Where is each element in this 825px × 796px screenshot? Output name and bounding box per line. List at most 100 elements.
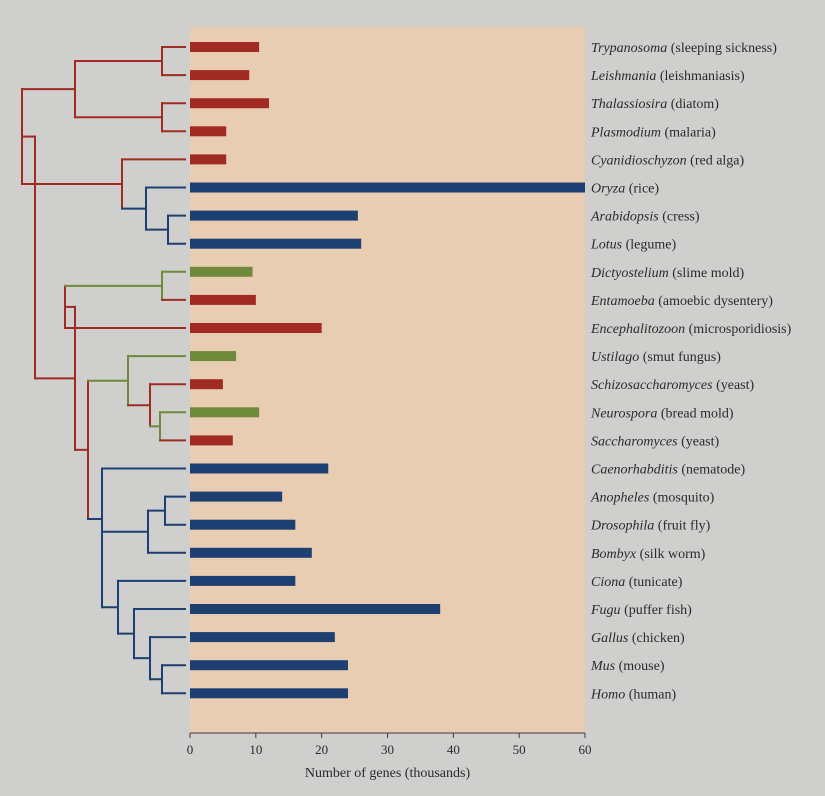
common-name: (tunicate) [625,575,682,590]
genus-name: Fugu [590,603,621,618]
x-tick-label: 60 [579,742,592,757]
genus-name: Entamoeba [590,294,655,309]
bar-neurospora [190,407,260,418]
genus-name: Plasmodium [590,125,661,140]
bar-saccharomyces [190,435,233,446]
x-tick-label: 40 [447,742,460,757]
common-name: (nematode) [678,463,746,478]
bar-encephalitozoon [190,323,322,333]
genus-name: Homo [590,687,625,702]
bar-lotus [190,238,362,249]
common-name: (leishmaniasis) [656,69,745,84]
label-caenorhabditis: Caenorhabditis (nematode) [591,463,745,478]
genus-name: Cyanidioschyzon [591,153,687,168]
common-name: (human) [625,687,676,702]
bar-ciona [190,575,296,586]
common-name: (puffer fish) [621,603,693,618]
label-fugu: Fugu (puffer fish) [590,603,692,618]
x-tick-label: 0 [187,742,194,757]
x-axis: 0 10 20 30 40 50 60 [187,732,592,757]
label-saccharomyces: Saccharomyces (yeast) [591,434,719,449]
genus-name: Mus [590,659,616,674]
common-name: (yeast) [713,378,755,393]
label-thalassiosira: Thalassiosira (diatom) [591,97,719,112]
common-name: (red alga) [687,153,745,168]
bar-oryza [190,182,585,193]
genus-name: Saccharomyces [591,434,678,449]
genus-name: Caenorhabditis [591,463,678,478]
genus-name: Gallus [591,631,629,646]
bar-schizosaccharomyces [190,379,223,390]
common-name: (slime mold) [669,266,745,281]
bar-bombyx [190,547,312,558]
bar-caenorhabditis [190,463,329,474]
organism-labels: Trypanosoma (sleeping sickness) Leishmani… [590,41,792,702]
label-gallus: Gallus (chicken) [591,631,685,646]
label-encephalitozoon: Encephalitozoon (microsporidiosis) [590,322,792,337]
x-tick-label: 50 [513,742,526,757]
common-name: (microsporidiosis) [685,322,791,337]
phylogenetic-tree [21,46,186,695]
common-name: (legume) [622,238,676,253]
bar-trypanosoma [190,42,260,52]
common-name: (malaria) [661,125,716,140]
label-homo: Homo (human) [590,687,677,702]
common-name: (mouse) [615,659,665,674]
label-ustilago: Ustilago (smut fungus) [591,350,721,365]
x-tick-label: 10 [249,742,262,757]
genus-name: Dictyostelium [590,266,669,281]
bar-anopheles [190,491,283,502]
plot-panel [190,27,585,733]
label-lotus: Lotus (legume) [590,238,676,253]
genus-name: Encephalitozoon [590,322,685,337]
genus-name: Lotus [590,238,623,253]
label-mus: Mus (mouse) [590,659,665,674]
genus-name: Trypanosoma [591,41,667,56]
common-name: (mosquito) [649,491,714,506]
genus-name: Oryza [591,182,625,197]
genus-name: Thalassiosira [591,97,667,112]
bar-gallus [190,632,335,643]
bar-plasmodium [190,126,227,137]
genus-name: Leishmania [590,69,656,84]
genus-name: Neurospora [590,406,657,421]
common-name: (silk worm) [636,547,706,562]
label-cyanidioschyzon: Cyanidioschyzon (red alga) [591,153,745,168]
common-name: (amoebic dysentery) [655,294,774,309]
label-bombyx: Bombyx (silk worm) [591,547,706,562]
bar-arabidopsis [190,210,358,221]
common-name: (chicken) [628,631,685,646]
label-dictyostelium: Dictyostelium (slime mold) [590,266,745,281]
label-drosophila: Drosophila (fruit fly) [590,519,711,534]
bar-fugu [190,604,441,614]
label-schizosaccharomyces: Schizosaccharomyces (yeast) [591,378,754,393]
genus-name: Ustilago [591,350,639,365]
bar-dictyostelium [190,266,253,277]
label-entamoeba: Entamoeba (amoebic dysentery) [590,294,773,309]
genus-name: Arabidopsis [590,210,659,225]
common-name: (diatom) [667,97,719,112]
common-name: (cress) [659,210,700,225]
genus-name: Ciona [591,575,625,590]
label-ciona: Ciona (tunicate) [591,575,683,590]
bar-homo [190,688,348,699]
label-plasmodium: Plasmodium (malaria) [590,125,716,140]
common-name: (yeast) [678,434,720,449]
bar-entamoeba [190,294,256,305]
x-axis-title: Number of genes (thousands) [305,766,471,781]
genus-name: Drosophila [590,519,654,534]
bar-mus [190,660,348,671]
bar-thalassiosira [190,98,269,109]
bar-drosophila [190,519,296,530]
bars [190,42,585,699]
bar-leishmania [190,70,250,81]
label-neurospora: Neurospora (bread mold) [590,406,734,421]
genus-name: Schizosaccharomyces [591,378,713,393]
label-arabidopsis: Arabidopsis (cress) [590,210,700,225]
label-trypanosoma: Trypanosoma (sleeping sickness) [591,41,777,56]
x-tick-label: 20 [315,742,328,757]
common-name: (smut fungus) [639,350,721,365]
label-oryza: Oryza (rice) [591,182,659,197]
